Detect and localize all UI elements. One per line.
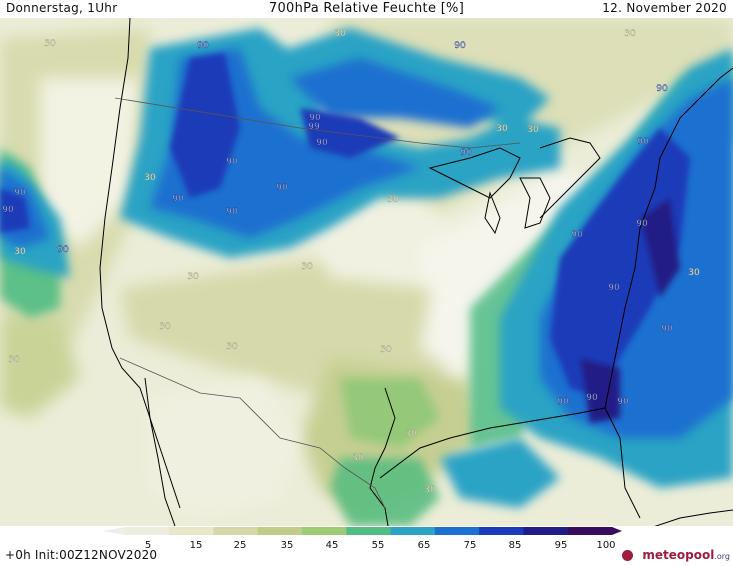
- contour-label: 30: [301, 262, 313, 272]
- contour-label: 90: [460, 148, 472, 158]
- legend: 5 15 25 35 45 55 65 75 85 95 100 +0h Init:00Z12NOV…: [0, 526, 733, 566]
- scale-cell: [257, 527, 303, 535]
- contour-label: 90: [454, 41, 466, 51]
- contour-label: 30: [424, 485, 436, 495]
- scale-tick-label: 75: [463, 540, 477, 551]
- contour-label: 90: [656, 84, 668, 94]
- contour-label: 90: [276, 183, 288, 193]
- contour-label: 90: [586, 393, 598, 403]
- map-title: 700hPa Relative Feuchte [%]: [268, 1, 465, 16]
- scale-tick-label: 5: [144, 540, 152, 551]
- contour-label: 30: [226, 342, 238, 352]
- scale-cell: [390, 527, 436, 535]
- contour-label: 30: [334, 29, 346, 39]
- contour-label: 30: [187, 272, 199, 282]
- contour-label: 90: [636, 219, 648, 229]
- scale-cell: [213, 527, 259, 535]
- scale-tick-label: 85: [508, 540, 522, 551]
- contour-label: 90: [57, 245, 69, 255]
- contour-label: 30: [688, 268, 700, 278]
- scale-tick-label: 25: [233, 540, 247, 551]
- contour-label: 90: [226, 207, 238, 217]
- scale-cell: [434, 527, 480, 535]
- contour-label: 30: [380, 345, 392, 355]
- color-scale-bar: [103, 527, 622, 535]
- forecast-time-label: Donnerstag, 1Uhr: [6, 1, 118, 15]
- scale-cell: [169, 527, 215, 535]
- scale-tick-label: 35: [280, 540, 294, 551]
- meteopool-logo[interactable]: meteopool.org: [642, 548, 730, 562]
- init-time-label: +0h Init:00Z12NOV2020: [5, 548, 158, 562]
- scale-tick-label: 45: [325, 540, 339, 551]
- forecast-date-label: 12. November 2020: [602, 1, 727, 15]
- scale-cell: [567, 527, 613, 535]
- scale-tick-label: 55: [371, 540, 385, 551]
- scale-tick-label: 100: [596, 540, 616, 551]
- scale-tick-label: 95: [554, 540, 568, 551]
- contour-label: 90: [226, 157, 238, 167]
- contour-label: 30: [144, 173, 156, 183]
- coastlines: [99, 18, 733, 526]
- contour-label: 30: [352, 453, 364, 463]
- contour-label: 30: [8, 355, 20, 365]
- contour-label: 90: [637, 137, 649, 147]
- contour-label: 90: [571, 230, 583, 240]
- contour-label: 30: [405, 429, 417, 439]
- humidity-field-saturated: [0, 53, 690, 423]
- scale-cell: [479, 527, 524, 535]
- contour-label: 90: [309, 113, 321, 123]
- logo-icon: [622, 550, 633, 561]
- contour-label: 90: [617, 397, 629, 407]
- scale-cell: [523, 527, 569, 535]
- logo-brand: meteopool: [642, 548, 715, 562]
- contour-label: 90: [2, 205, 14, 215]
- scale-tick-label: 15: [189, 540, 203, 551]
- contour-label: 99: [308, 122, 320, 132]
- contour-labels: 30 90309030909099909030909030909090909030…: [2, 29, 700, 495]
- scale-tick-label: 65: [417, 540, 431, 551]
- scale-arrow-left: [103, 527, 125, 535]
- scale-cell: [346, 527, 392, 535]
- contour-label: 30: [159, 322, 171, 332]
- borders: [114, 97, 521, 509]
- contour-label: 30: [496, 124, 508, 134]
- contour-label: 90: [608, 283, 620, 293]
- header-bar: Donnerstag, 1Uhr 700hPa Relative Feuchte…: [0, 0, 733, 18]
- scale-arrow-right: [612, 527, 622, 535]
- contour-label: 90: [172, 194, 184, 204]
- contour-label: 90: [557, 397, 569, 407]
- contour-label: 90: [197, 41, 209, 51]
- contour-label: 30: [624, 29, 636, 39]
- contour-label: 90: [316, 138, 328, 148]
- scale-cell: [125, 527, 170, 535]
- contour-label: 90: [14, 188, 26, 198]
- contour-label: 90: [661, 324, 673, 334]
- humidity-map: 30 90309030909099909030909030909090909030…: [0, 18, 733, 526]
- contour-label: 30: [14, 247, 26, 257]
- logo-tld: .org: [714, 552, 730, 561]
- contour-label: 30: [387, 195, 399, 205]
- contour-label: 30: [44, 39, 56, 49]
- scale-cell: [302, 527, 347, 535]
- contour-label: 30: [527, 125, 539, 135]
